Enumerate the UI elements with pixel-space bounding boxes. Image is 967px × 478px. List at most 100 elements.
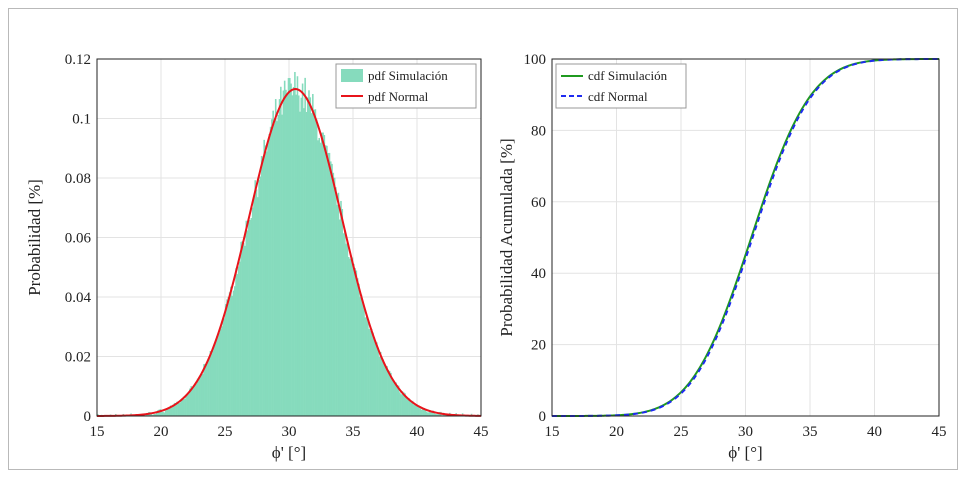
cdf-legend-box xyxy=(555,63,687,109)
histogram-bar xyxy=(328,152,331,417)
histogram-bar xyxy=(235,268,237,416)
histogram-bar xyxy=(350,255,353,416)
histogram-bar xyxy=(153,413,155,416)
r-y-tick-label: 20 xyxy=(531,338,546,354)
histogram-bar xyxy=(254,180,257,416)
histogram-bar xyxy=(364,317,367,416)
histogram-bar xyxy=(332,172,335,416)
histogram-bar xyxy=(237,266,240,416)
r-y-tick-label: 100 xyxy=(524,52,547,68)
histogram-bar xyxy=(250,217,253,416)
r-x-tick-label: 45 xyxy=(932,424,947,440)
histogram-bar xyxy=(201,373,204,416)
r-y-tick-label: 40 xyxy=(531,266,546,282)
histogram-bar xyxy=(199,375,201,416)
histogram-bar xyxy=(417,405,419,416)
histogram-bar xyxy=(277,114,280,417)
l-x-tick-label: 35 xyxy=(346,424,361,440)
histogram-bar xyxy=(286,93,289,417)
histogram-bar xyxy=(181,398,184,416)
histogram-bar xyxy=(276,121,278,416)
histogram-bar xyxy=(359,297,361,416)
histogram-bar xyxy=(422,407,424,416)
histogram-bar xyxy=(294,71,296,417)
cdf-y-axis-label: Probabilidad Acumulada [%] xyxy=(497,138,516,336)
histogram-bar xyxy=(368,328,370,416)
r-y-tick-label: 80 xyxy=(531,123,546,139)
histogram-bar xyxy=(255,189,258,416)
histogram-bar xyxy=(251,207,254,416)
pdf-y-axis-label: Probabilidad [%] xyxy=(25,179,44,296)
histogram-bar xyxy=(321,132,323,416)
histogram-bar xyxy=(376,342,378,416)
histogram-bar xyxy=(289,78,291,417)
histogram-bar xyxy=(315,119,318,417)
histogram-bar xyxy=(180,400,182,416)
pdf-legend: pdf Simulación pdf Normal xyxy=(335,63,477,109)
histogram-bar xyxy=(226,299,228,416)
histogram-bar xyxy=(353,263,355,416)
r-x-tick-label: 15 xyxy=(545,424,560,440)
histogram-bar xyxy=(212,350,214,416)
l-y-tick-label: 0.12 xyxy=(65,52,91,68)
histogram-bar xyxy=(262,160,264,416)
histogram-bar xyxy=(150,413,153,416)
cdf-x-axis-label: ϕ' [°] xyxy=(728,443,762,462)
histogram-bar xyxy=(310,113,313,416)
pdf-legend-label-normal: pdf Normal xyxy=(368,89,429,104)
histogram-bar xyxy=(433,413,436,416)
histogram-bar xyxy=(269,126,272,417)
histogram-bar xyxy=(425,411,428,416)
histogram-bar xyxy=(431,411,433,416)
histogram-bar xyxy=(303,108,305,416)
histogram-bar xyxy=(296,76,299,416)
histogram-bar xyxy=(429,410,432,416)
histogram-bar xyxy=(390,372,392,416)
histogram-bar xyxy=(361,300,364,416)
histogram-bar xyxy=(290,83,292,417)
histogram-bar xyxy=(356,278,359,416)
histogram-bar xyxy=(154,414,157,416)
pdf-legend-label-simulacion: pdf Simulación xyxy=(368,68,448,83)
histogram-bar xyxy=(242,243,245,416)
l-x-tick-label: 40 xyxy=(410,424,425,440)
histogram-bar xyxy=(162,411,164,416)
histogram-bar xyxy=(373,337,376,416)
histogram-bar xyxy=(159,409,162,416)
r-x-tick-label: 40 xyxy=(867,424,882,440)
histogram-bar xyxy=(367,321,369,416)
histogram-bar xyxy=(345,243,347,416)
histogram-bar xyxy=(161,411,163,416)
histogram-bar xyxy=(260,156,263,416)
histogram-bar xyxy=(248,220,250,416)
histogram-bar xyxy=(168,408,171,416)
histogram-bar xyxy=(240,241,242,416)
l-x-tick-label: 15 xyxy=(90,424,105,440)
histogram-bar xyxy=(246,230,249,416)
histogram-bar xyxy=(418,405,420,416)
histogram-bar xyxy=(171,406,173,416)
histogram-bar xyxy=(176,401,178,416)
histogram-bar xyxy=(291,95,294,416)
histogram-bar xyxy=(415,404,418,416)
histogram-bar xyxy=(228,292,231,416)
histogram-bar xyxy=(253,195,255,416)
histogram-bar xyxy=(194,383,196,416)
cdf-gridlines xyxy=(551,58,940,417)
l-y-tick-label: 0.06 xyxy=(65,231,92,247)
histogram-bar xyxy=(280,86,282,416)
histogram-bar xyxy=(190,386,193,416)
histogram-bar xyxy=(346,242,349,416)
histogram-bar xyxy=(434,414,437,416)
histogram-bar xyxy=(374,341,377,416)
histogram-bar xyxy=(163,412,166,416)
l-x-tick-label: 20 xyxy=(154,424,169,440)
histogram-bar xyxy=(265,151,268,416)
histogram-bar xyxy=(436,414,438,416)
histogram-bar xyxy=(236,274,239,416)
histogram-bar xyxy=(231,295,233,416)
histogram-bar xyxy=(327,152,329,417)
histogram-bar xyxy=(259,176,262,416)
l-y-tick-label: 0.04 xyxy=(65,290,92,306)
histogram-bar xyxy=(245,220,248,416)
